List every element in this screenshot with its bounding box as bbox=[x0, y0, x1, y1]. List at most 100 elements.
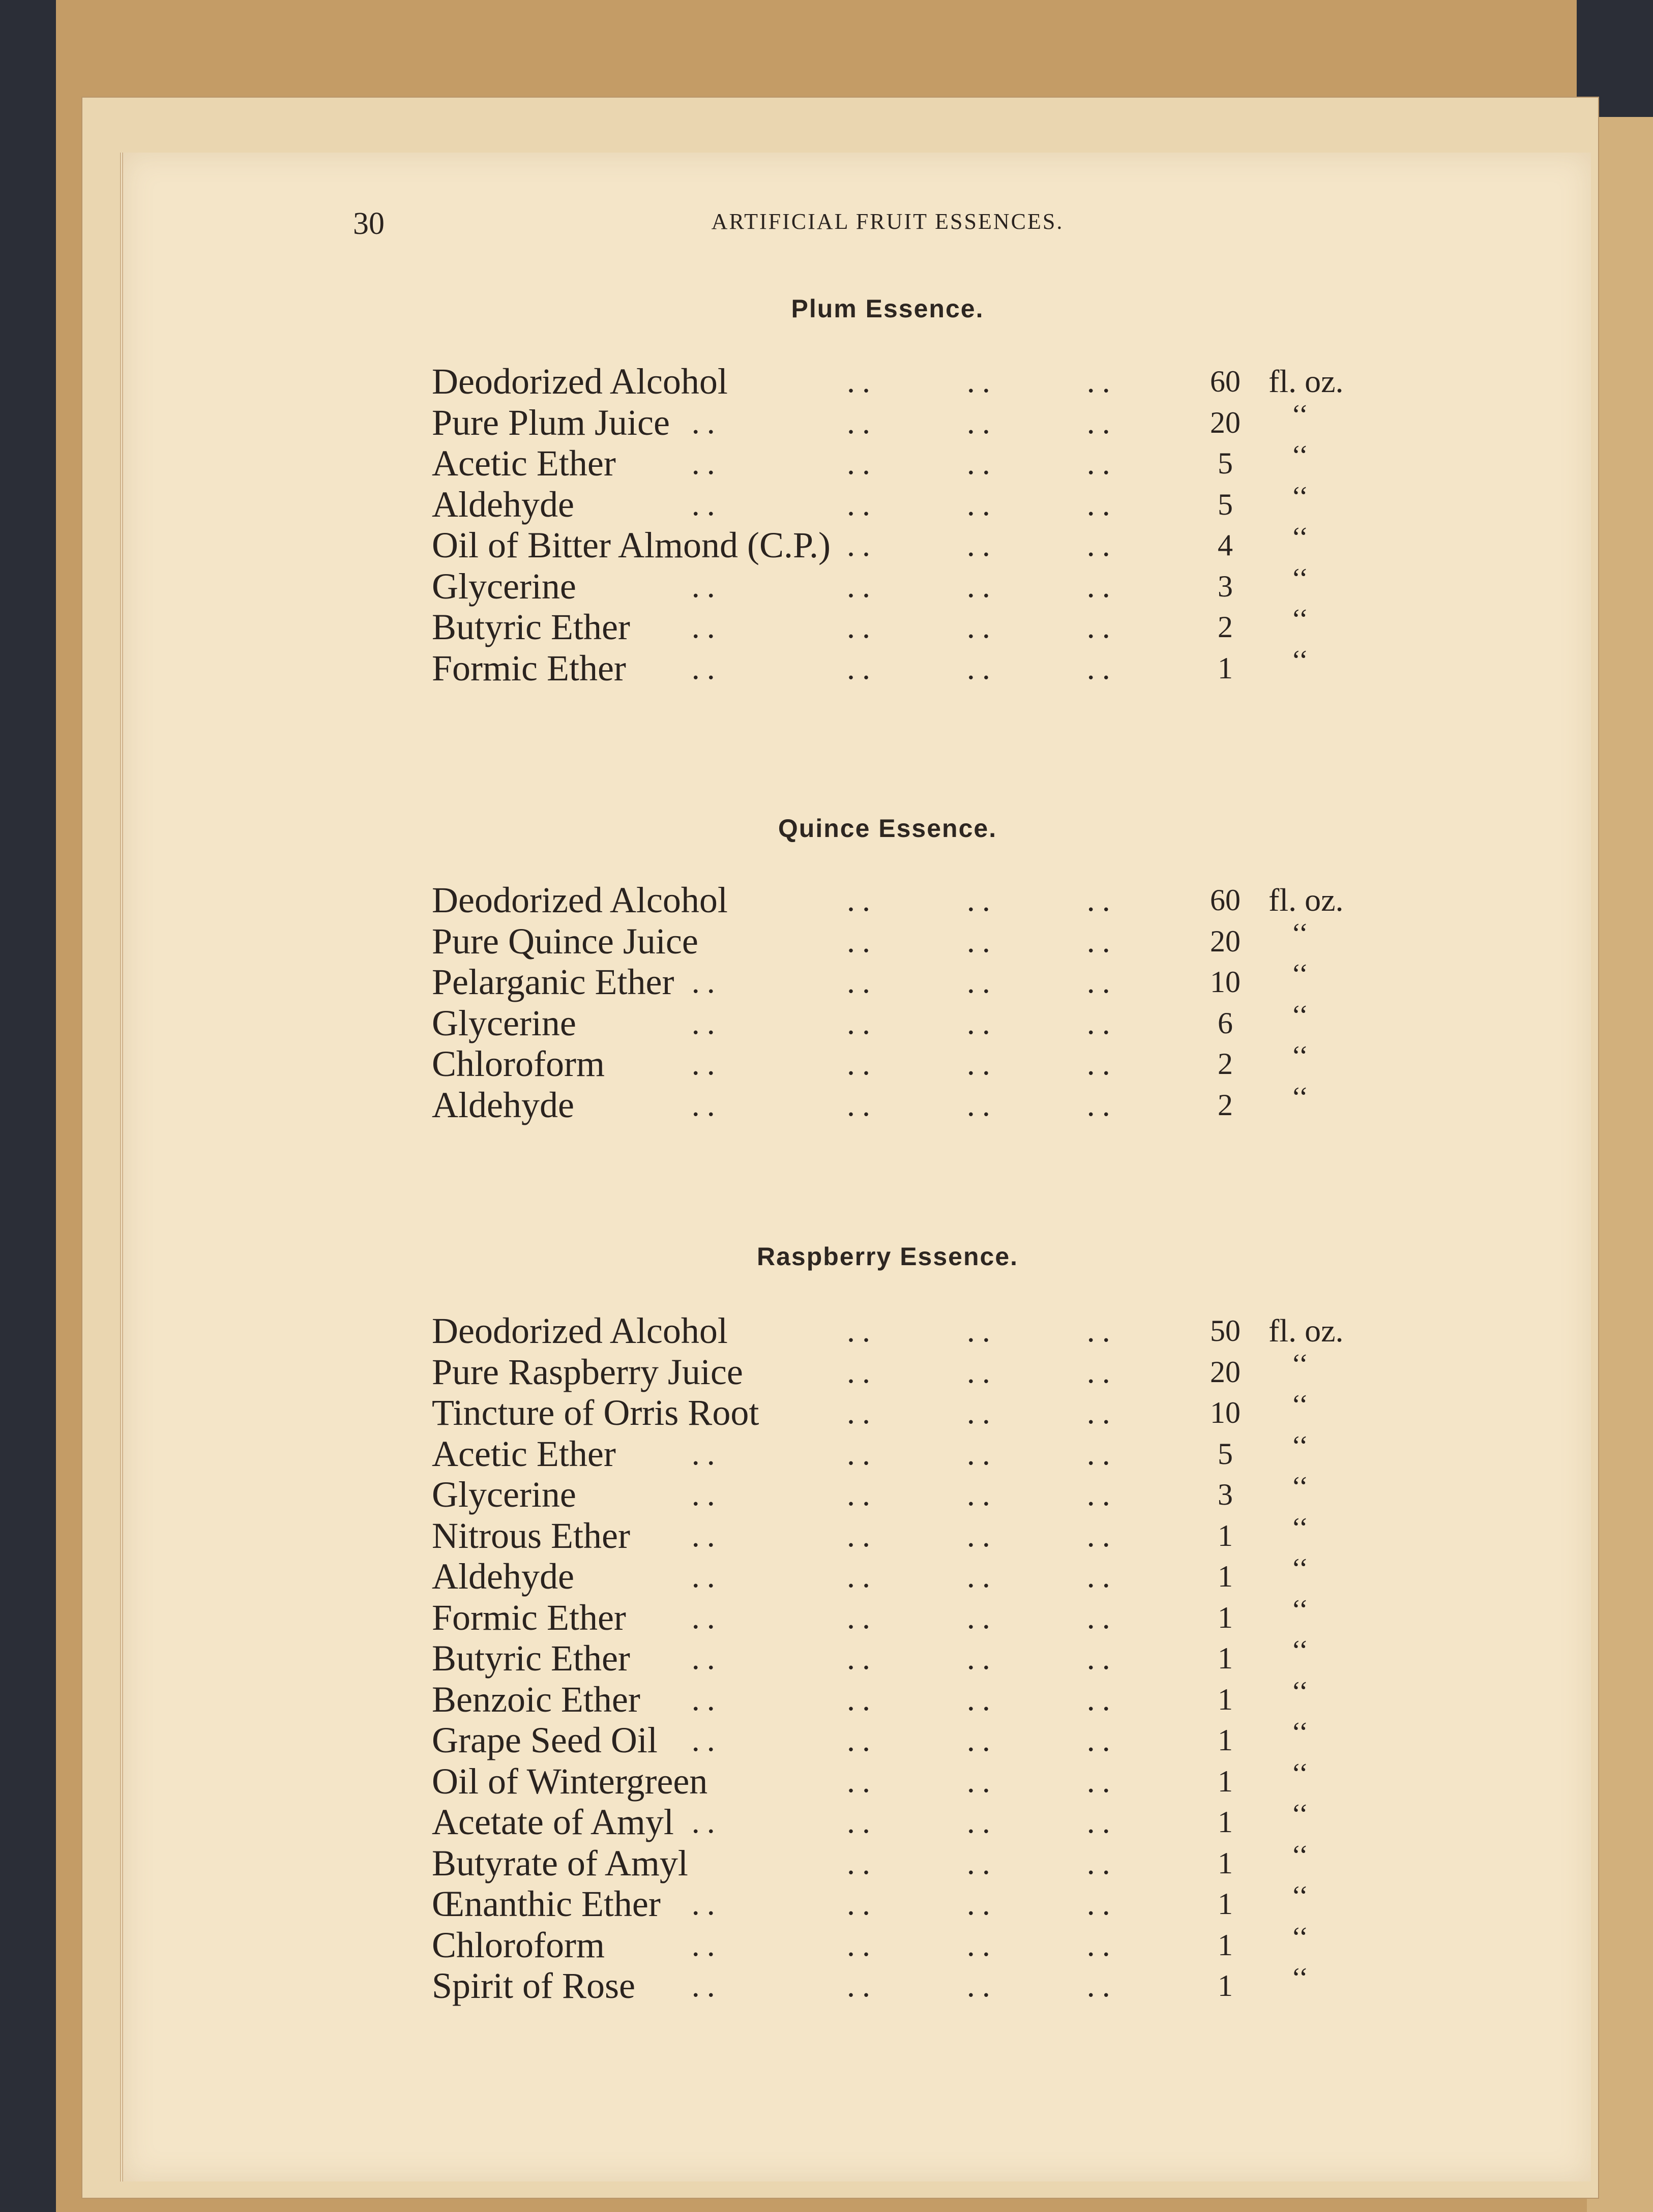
dot-leader: .. bbox=[966, 1394, 997, 1430]
dot-leader: .. bbox=[966, 1476, 997, 1512]
ingredient-name: Pelarganic Ether bbox=[432, 962, 674, 1002]
ingredient-name: Pure Plum Juice bbox=[432, 402, 670, 443]
ingredient-name: Formic Ether bbox=[432, 1597, 626, 1638]
dot-leader: .. bbox=[691, 1476, 722, 1512]
dot-leader: .. bbox=[1086, 1558, 1117, 1594]
dot-leader: .. bbox=[847, 486, 877, 522]
ingredient-row: Glycerine 3 ‘‘........ bbox=[432, 1471, 1373, 1515]
dot-leader: .. bbox=[691, 486, 722, 522]
dot-leader: .. bbox=[847, 567, 877, 604]
dot-leader: .. bbox=[691, 1435, 722, 1472]
dot-leader: .. bbox=[966, 1681, 997, 1717]
dot-leader: .. bbox=[1086, 1599, 1117, 1635]
ingredient-amount: 10 bbox=[1210, 965, 1241, 999]
dot-leader: .. bbox=[847, 404, 877, 440]
dot-leader: .. bbox=[1086, 404, 1117, 440]
ingredient-amount: 6 bbox=[1218, 1006, 1233, 1040]
ingredient-row: Pure Plum Juice 20 ‘‘........ bbox=[432, 399, 1373, 443]
ingredient-name: Aldehyde bbox=[432, 1084, 574, 1125]
ingredient-amount: 2 bbox=[1218, 1047, 1233, 1081]
ditto-mark: ‘‘ bbox=[1291, 1594, 1309, 1626]
ingredient-row: Butyric Ether 2 ‘‘........ bbox=[432, 604, 1373, 647]
ingredient-row: Chloroform 1 ‘‘........ bbox=[432, 1922, 1373, 1965]
dot-leader: .. bbox=[966, 486, 997, 522]
dot-leader: .. bbox=[966, 1353, 997, 1390]
dot-leader: .. bbox=[1086, 486, 1117, 522]
dot-leader: .. bbox=[1086, 649, 1117, 686]
ingredient-name: Butyric Ether bbox=[432, 607, 630, 647]
ditto-mark: ‘‘ bbox=[1291, 1921, 1309, 1953]
ingredient-row: Oil of Bitter Almond (C.P.) 4 ‘‘...... bbox=[432, 522, 1373, 565]
dot-leader: .. bbox=[1086, 1967, 1117, 2004]
ditto-mark: ‘‘ bbox=[1291, 522, 1309, 553]
dot-leader: .. bbox=[1086, 882, 1117, 918]
dot-leader: .. bbox=[966, 567, 997, 604]
ingredient-row: Glycerine 3 ‘‘........ bbox=[432, 563, 1373, 607]
ingredient-row: Formic Ether 1 ‘‘........ bbox=[432, 645, 1373, 689]
ingredient-row: Formic Ether 1 ‘‘........ bbox=[432, 1594, 1373, 1638]
dot-leader: .. bbox=[966, 1312, 997, 1349]
ditto-mark: ‘‘ bbox=[1291, 999, 1309, 1031]
dot-leader: .. bbox=[691, 1681, 722, 1717]
ingredient-row: Aldehyde 1 ‘‘........ bbox=[432, 1553, 1373, 1597]
dot-leader: .. bbox=[1086, 964, 1117, 1000]
ditto-mark: ‘‘ bbox=[1291, 1081, 1309, 1113]
dot-leader: .. bbox=[1086, 567, 1117, 604]
ditto-mark: ‘‘ bbox=[1291, 399, 1309, 431]
dot-leader: .. bbox=[847, 1086, 877, 1123]
dot-leader: .. bbox=[847, 1045, 877, 1082]
section-title: Plum Essence. bbox=[791, 294, 984, 323]
dot-leader: .. bbox=[847, 649, 877, 686]
unit-label: fl. oz. bbox=[1268, 363, 1344, 399]
unit-label: fl. oz. bbox=[1268, 882, 1344, 918]
dot-leader: .. bbox=[847, 527, 877, 563]
dot-leader: .. bbox=[691, 1804, 722, 1840]
ingredient-amount: 1 bbox=[1218, 1518, 1233, 1552]
dot-leader: .. bbox=[966, 363, 997, 399]
section-title: Quince Essence. bbox=[778, 814, 997, 843]
ingredient-name: Butyrate of Amyl bbox=[432, 1842, 688, 1884]
ditto-mark: ‘‘ bbox=[1291, 562, 1309, 594]
ingredient-amount: 10 bbox=[1210, 1396, 1241, 1429]
ditto-mark: ‘‘ bbox=[1291, 644, 1309, 676]
ingredient-name: Tincture of Orris Root bbox=[432, 1392, 759, 1433]
ingredient-name: Oil of Bitter Almond (C.P.) bbox=[432, 525, 831, 565]
dot-leader: .. bbox=[966, 1762, 997, 1799]
ingredient-name: Aldehyde bbox=[432, 484, 574, 525]
dot-leader: .. bbox=[966, 964, 997, 1000]
dot-leader: .. bbox=[691, 964, 722, 1000]
ingredient-name: Glycerine bbox=[432, 1002, 576, 1043]
ingredient-amount: 1 bbox=[1218, 1846, 1233, 1880]
ditto-mark: ‘‘ bbox=[1291, 959, 1309, 990]
ingredient-row: Pure Quince Juice 20 ‘‘...... bbox=[432, 918, 1373, 962]
dot-leader: .. bbox=[847, 1353, 877, 1390]
dot-leader: .. bbox=[966, 445, 997, 481]
ingredient-row: Acetic Ether 5 ‘‘........ bbox=[432, 1430, 1373, 1474]
dot-leader: .. bbox=[847, 1844, 877, 1881]
dot-leader: .. bbox=[847, 1476, 877, 1512]
ingredient-name: Deodorized Alcohol bbox=[432, 880, 728, 920]
book-cloth-left bbox=[0, 0, 56, 2212]
dot-leader: .. bbox=[966, 1967, 997, 2004]
dot-leader: .. bbox=[847, 1517, 877, 1553]
ditto-mark: ‘‘ bbox=[1291, 1799, 1309, 1830]
ingredient-row: Glycerine 6 ‘‘........ bbox=[432, 1000, 1373, 1043]
ingredient-amount: 3 bbox=[1218, 1478, 1233, 1511]
dot-leader: .. bbox=[966, 1599, 997, 1635]
dot-leader: .. bbox=[691, 609, 722, 645]
dot-leader: .. bbox=[1086, 1640, 1117, 1676]
ingredient-row: Aldehyde 5 ‘‘........ bbox=[432, 481, 1373, 525]
dot-leader: .. bbox=[966, 1086, 997, 1123]
dot-leader: .. bbox=[691, 567, 722, 604]
dot-leader: .. bbox=[847, 445, 877, 481]
dot-leader: .. bbox=[847, 1004, 877, 1041]
ingredient-name: Acetic Ether bbox=[432, 443, 616, 484]
dot-leader: .. bbox=[847, 1681, 877, 1717]
dot-leader: .. bbox=[1086, 1926, 1117, 1963]
ditto-mark: ‘‘ bbox=[1291, 1512, 1309, 1544]
dot-leader: .. bbox=[847, 1394, 877, 1430]
dot-leader: .. bbox=[847, 1886, 877, 1922]
dot-leader: .. bbox=[966, 1045, 997, 1082]
ingredient-row: Pelarganic Ether 10 ‘‘........ bbox=[432, 959, 1373, 1002]
ingredient-amount: 5 bbox=[1218, 446, 1233, 480]
